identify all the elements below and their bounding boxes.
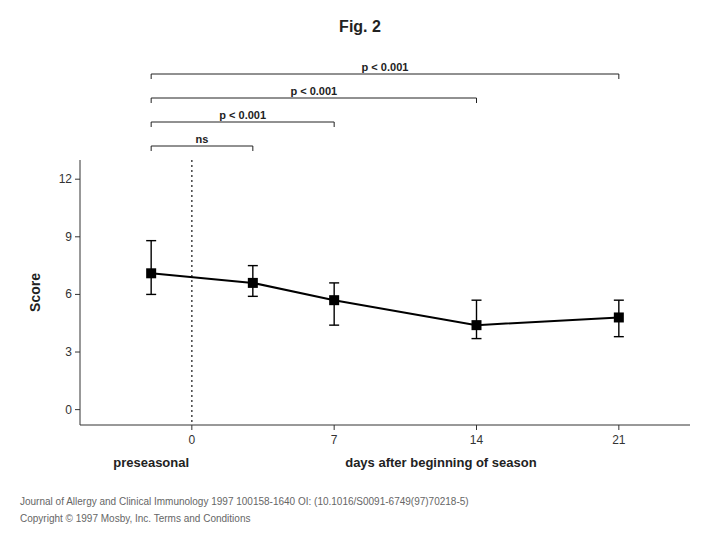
x-tick-label: 14 — [470, 433, 484, 447]
marker — [146, 268, 156, 278]
y-tick — [75, 294, 80, 295]
error-cap — [329, 282, 339, 283]
y-tick — [75, 179, 80, 180]
plot-area — [146, 160, 624, 425]
annotation: preseasonal — [113, 455, 189, 470]
x-tick — [476, 425, 477, 430]
x-tick — [334, 425, 335, 430]
y-tick — [75, 409, 80, 410]
significance-bracket — [151, 146, 253, 151]
error-cap — [329, 324, 339, 325]
y-axis-label: Score — [27, 273, 43, 312]
significance-label: p < 0.001 — [219, 109, 266, 121]
error-cap — [248, 265, 258, 266]
title: Fig. 2 — [339, 18, 381, 35]
error-bar — [146, 241, 156, 295]
significance-bracket — [151, 122, 334, 127]
x-tick-label: 21 — [612, 433, 626, 447]
y-tick-label: 6 — [65, 287, 72, 301]
x-axis-line — [80, 425, 690, 426]
x-tick-label: 0 — [188, 433, 195, 447]
significance-bracket — [151, 98, 476, 103]
error-cap — [614, 299, 624, 300]
chart: Fig. 2 0 3 6 9 12 0 7 14 21 Score days after beginn… — [0, 0, 720, 540]
y-axis-line — [80, 160, 81, 425]
y-tick — [75, 352, 80, 353]
marker — [614, 312, 624, 322]
error-cap — [472, 299, 482, 300]
error-cap — [146, 294, 156, 295]
error-stem — [150, 241, 151, 295]
error-stem — [476, 300, 477, 338]
x-axis-label: days after beginning of season — [345, 455, 536, 470]
significance-label: p < 0.001 — [290, 85, 337, 97]
footnote: Journal of Allergy and Clinical Immunolo… — [20, 496, 469, 507]
error-bar — [472, 300, 482, 338]
significance-label: ns — [196, 133, 209, 145]
significance-label: p < 0.001 — [362, 61, 409, 73]
error-bar — [248, 266, 258, 297]
y-tick-label: 0 — [65, 403, 72, 417]
marker — [248, 278, 258, 288]
x-tick-label: 7 — [331, 433, 338, 447]
y-tick-label: 3 — [65, 345, 72, 359]
error-bar — [614, 300, 624, 336]
error-cap — [146, 240, 156, 241]
significance-bracket — [151, 74, 619, 79]
y-tick-label: 12 — [59, 172, 73, 186]
footnote: Copyright © 1997 Mosby, Inc. Terms and C… — [20, 513, 250, 524]
error-cap — [614, 336, 624, 337]
y-tick — [75, 236, 80, 237]
data-line — [151, 273, 619, 325]
x-tick — [191, 425, 192, 430]
error-cap — [248, 296, 258, 297]
error-cap — [472, 338, 482, 339]
x-tick — [618, 425, 619, 430]
error-bar — [329, 283, 339, 325]
y-tick-label: 9 — [65, 230, 72, 244]
reference-line — [191, 160, 193, 425]
marker — [472, 320, 482, 330]
marker — [329, 295, 339, 305]
